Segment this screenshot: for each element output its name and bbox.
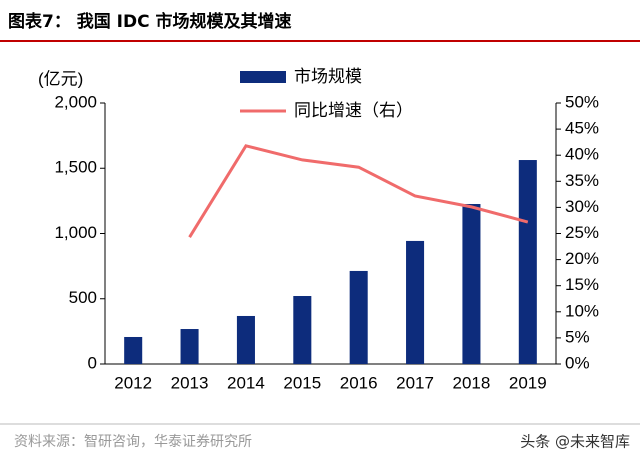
y-tick-label: 0 — [88, 353, 97, 372]
y-tick-label: 1,000 — [54, 223, 97, 242]
x-tick-label: 2016 — [340, 373, 378, 392]
bar — [349, 270, 368, 364]
source: 资料来源：智研咨询，华泰证券研究所 — [14, 434, 252, 450]
y2-tick-label: 50% — [565, 92, 599, 111]
x-tick-label: 2019 — [509, 373, 547, 392]
x-tick-label: 2014 — [227, 373, 265, 392]
y-axis-label: (亿元) — [38, 69, 83, 88]
bar — [462, 204, 481, 364]
x-tick-label: 2018 — [453, 373, 491, 392]
y2-tick-label: 45% — [565, 119, 599, 138]
legend-label: 同比增速（右） — [294, 101, 413, 121]
y2-tick-label: 35% — [565, 171, 599, 190]
line — [188, 144, 529, 238]
y-tick-label: 500 — [69, 288, 97, 307]
y2-tick-label: 30% — [565, 197, 599, 216]
legend-label: 市场规模 — [294, 67, 362, 87]
bar — [406, 240, 425, 364]
chart-title: 图表7： 我国 IDC 市场规模及其增速 — [8, 11, 292, 32]
bar — [124, 336, 143, 364]
x-tick-label: 2015 — [283, 373, 321, 392]
y-tick-label: 2,000 — [54, 92, 97, 111]
bar — [293, 296, 312, 364]
watermark: 头条 @未来智库 — [520, 433, 630, 451]
y2-tick-label: 10% — [565, 301, 599, 320]
y2-tick-label: 15% — [565, 275, 599, 294]
legend-swatch — [240, 71, 286, 83]
x-tick-label: 2017 — [396, 373, 434, 392]
bar — [236, 315, 255, 364]
y2-tick-label: 5% — [565, 327, 590, 346]
y2-tick-label: 25% — [565, 223, 599, 242]
y2-tick-label: 20% — [565, 249, 599, 268]
bar — [180, 329, 199, 364]
y2-tick-label: 40% — [565, 145, 599, 164]
x-tick-label: 2013 — [171, 373, 209, 392]
bar — [518, 160, 537, 364]
y2-tick-label: 0% — [565, 353, 590, 372]
y-tick-label: 1,500 — [54, 158, 97, 177]
x-tick-label: 2012 — [114, 373, 152, 392]
